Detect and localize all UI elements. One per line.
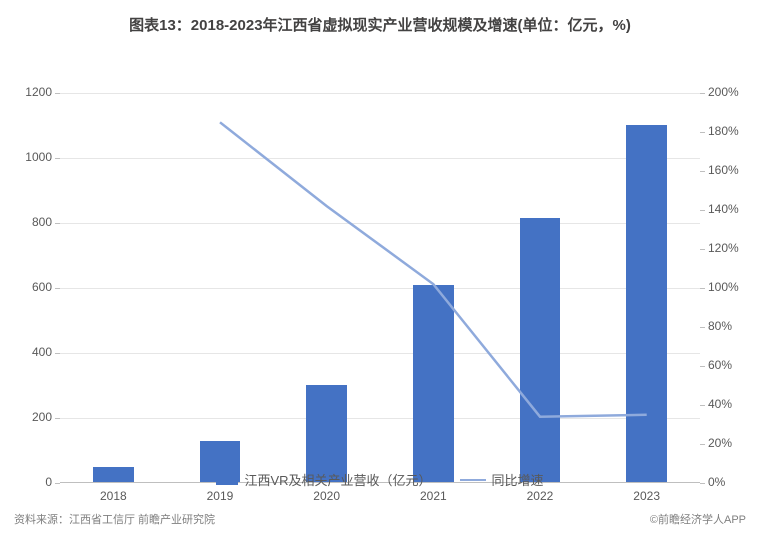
y-right-label: 120% — [708, 241, 739, 255]
y-left-tick — [55, 223, 60, 224]
y-left-tick — [55, 93, 60, 94]
legend-item: 同比增速 — [460, 470, 544, 489]
y-right-tick — [700, 249, 705, 250]
x-category-label: 2018 — [60, 489, 167, 503]
legend-bar-icon — [216, 475, 238, 485]
y-left-label: 400 — [12, 345, 52, 359]
x-category-label: 2022 — [487, 489, 594, 503]
x-category-label: 2020 — [273, 489, 380, 503]
y-right-label: 60% — [708, 358, 732, 372]
growth-line — [60, 93, 700, 483]
chart-title: 图表13：2018-2023年江西省虚拟现实产业营收规模及增速(单位：亿元，%) — [0, 0, 760, 43]
y-right-label: 200% — [708, 85, 739, 99]
chart-container: 0200400600800100012000%20%40%60%80%100%1… — [0, 43, 760, 513]
y-left-tick — [55, 158, 60, 159]
y-left-label: 800 — [12, 215, 52, 229]
y-left-tick — [55, 353, 60, 354]
y-right-label: 20% — [708, 436, 732, 450]
growth-line-path — [220, 122, 647, 416]
y-right-tick — [700, 327, 705, 328]
y-left-tick — [55, 288, 60, 289]
x-category-label: 2019 — [167, 489, 274, 503]
y-right-tick — [700, 132, 705, 133]
source-note: 资料来源：江西省工信厅 前瞻产业研究院 — [14, 511, 215, 527]
y-right-tick — [700, 366, 705, 367]
y-right-tick — [700, 210, 705, 211]
y-right-tick — [700, 444, 705, 445]
legend: 江西VR及相关产业营收（亿元） 同比增速 — [0, 470, 760, 489]
y-left-label: 1000 — [12, 150, 52, 164]
legend-item: 江西VR及相关产业营收（亿元） — [216, 470, 431, 489]
y-left-label: 200 — [12, 410, 52, 424]
y-right-label: 100% — [708, 280, 739, 294]
legend-label: 同比增速 — [492, 470, 544, 489]
y-left-label: 600 — [12, 280, 52, 294]
y-right-label: 160% — [708, 163, 739, 177]
y-left-tick — [55, 418, 60, 419]
y-right-tick — [700, 93, 705, 94]
y-right-tick — [700, 288, 705, 289]
y-right-label: 140% — [708, 202, 739, 216]
legend-label: 江西VR及相关产业营收（亿元） — [244, 470, 431, 489]
y-right-label: 80% — [708, 319, 732, 333]
copyright-note: ©前瞻经济学人APP — [650, 511, 746, 527]
y-right-label: 180% — [708, 124, 739, 138]
y-right-label: 40% — [708, 397, 732, 411]
x-category-label: 2023 — [593, 489, 700, 503]
y-left-label: 1200 — [12, 85, 52, 99]
legend-line-icon — [460, 479, 486, 481]
y-right-tick — [700, 405, 705, 406]
y-right-tick — [700, 171, 705, 172]
x-category-label: 2021 — [380, 489, 487, 503]
